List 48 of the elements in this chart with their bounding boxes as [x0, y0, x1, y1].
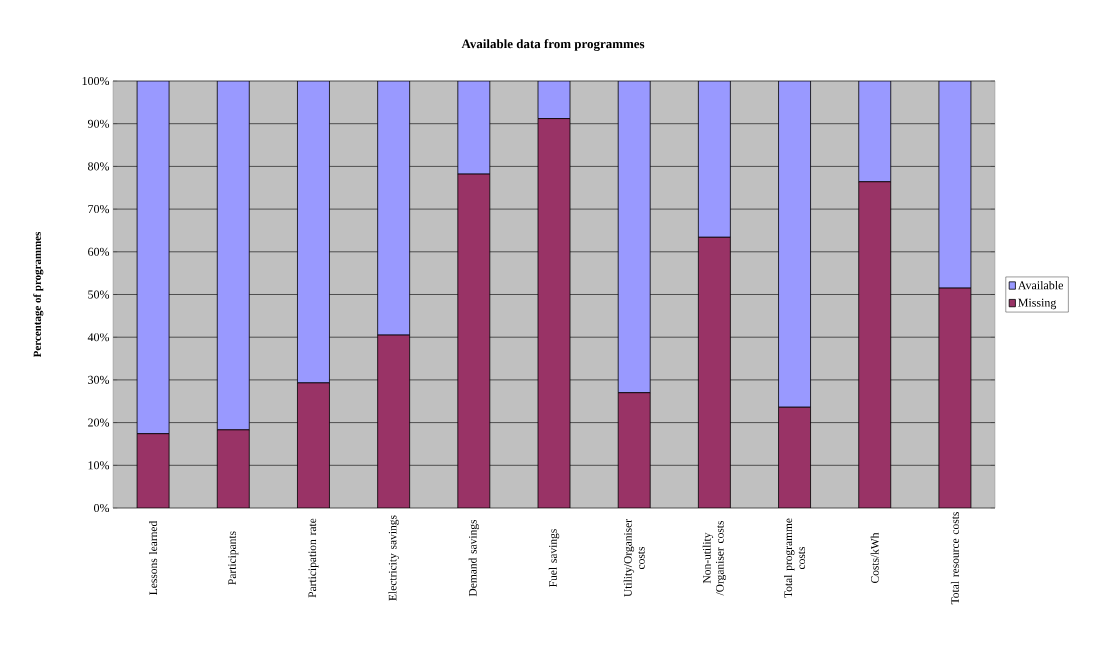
bar — [216, 429, 250, 508]
x-tick-label: Total programme costs — [784, 518, 806, 598]
x-tick-label: Fuel savings — [548, 529, 560, 587]
bar — [297, 81, 330, 384]
bar — [216, 81, 250, 431]
y-tick-label: 20% — [88, 418, 110, 427]
x-tick-label: Lessons learned — [149, 520, 158, 595]
x-tick-label: Non-utility /Organiser costs — [702, 520, 727, 596]
x-tick-label: Demand savings — [468, 519, 480, 597]
legend-label: Missing — [1018, 298, 1057, 310]
bar — [457, 81, 491, 175]
bar — [778, 81, 811, 408]
bar — [778, 406, 811, 508]
y-tick-label: 40% — [87, 333, 110, 342]
bar — [136, 433, 170, 508]
y-tick-label: 90% — [87, 119, 110, 128]
bar — [938, 81, 972, 289]
x-tick-label: Participants — [228, 531, 239, 585]
y-tick-label: 50% — [88, 290, 110, 299]
bar — [297, 382, 330, 508]
y-tick-label: 30% — [88, 375, 110, 384]
legend-label: Available — [1017, 280, 1063, 290]
bar — [858, 181, 892, 508]
y-tick-label: 10% — [88, 461, 110, 470]
x-tick-label: Participation rate — [308, 518, 319, 598]
x-tick-label: Costs/kWh — [870, 532, 879, 584]
bar — [136, 81, 170, 435]
y-tick-label: 0% — [94, 503, 110, 513]
y-axis-title: Percentage of programmes — [33, 231, 44, 358]
x-tick-label: Utility/Organiser costs — [623, 519, 645, 597]
x-tick-label: Total resource costs — [950, 512, 959, 605]
bar — [697, 81, 731, 238]
bar — [537, 118, 571, 508]
bar — [377, 334, 411, 508]
bar — [938, 287, 972, 508]
chart-title: Available data from programmes — [461, 39, 645, 51]
x-tick-label: Electricity savings — [388, 515, 399, 601]
bar — [377, 81, 411, 336]
y-tick-label: 70% — [88, 205, 110, 214]
y-tick-label: 100% — [82, 76, 110, 86]
bar — [858, 81, 892, 183]
bar — [697, 236, 731, 508]
bar — [617, 392, 651, 508]
bar — [537, 81, 571, 119]
y-tick-label: 60% — [88, 247, 110, 256]
bar — [457, 173, 491, 508]
bar — [617, 81, 651, 394]
y-tick-label: 80% — [88, 162, 110, 171]
